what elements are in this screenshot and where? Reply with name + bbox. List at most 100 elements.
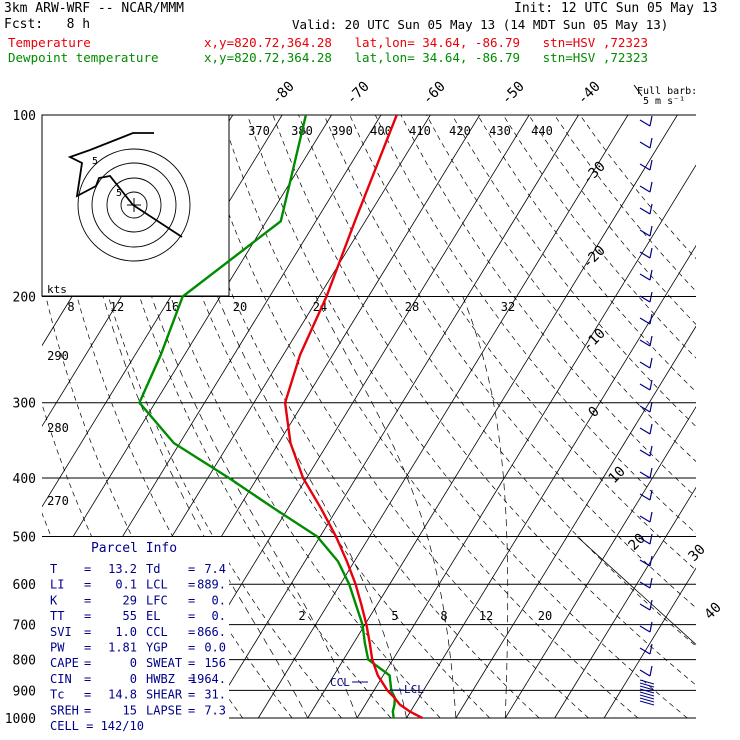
mixing-ratio-label: 5 bbox=[391, 609, 398, 623]
isotherm-line bbox=[307, 115, 678, 719]
mixing-ratio-label: 20 bbox=[538, 609, 552, 623]
isotherm-label: -30 bbox=[580, 159, 609, 188]
wind-barb bbox=[639, 203, 653, 215]
lcl-marker: LCL bbox=[404, 683, 424, 696]
isotherm-label: -40 bbox=[575, 79, 604, 108]
isotherm-line bbox=[257, 115, 629, 719]
parcel-value: 31. bbox=[204, 688, 226, 702]
isotherm-line bbox=[406, 244, 696, 719]
dry-adiabat bbox=[195, 115, 589, 719]
parcel-key: EL bbox=[146, 609, 160, 623]
parcel-key: SHEAR bbox=[146, 688, 183, 702]
wind-speed-axis-label: 32 bbox=[501, 300, 515, 314]
header: 3km ARW-WRF -- NCAR/MMM Init: 12 UTC Sun… bbox=[0, 0, 740, 70]
parcel-key: YGP bbox=[146, 641, 168, 655]
wind-barb bbox=[639, 115, 653, 127]
wind-barb bbox=[639, 137, 653, 149]
theta-label: 270 bbox=[47, 494, 69, 508]
parcel-key: CAPE bbox=[50, 656, 79, 670]
dry-adiabat bbox=[298, 115, 696, 647]
parcel-key: LCL bbox=[146, 578, 168, 592]
parcel-value: 866. bbox=[197, 625, 226, 639]
parcel-eq: = bbox=[84, 656, 91, 670]
parcel-eq: = bbox=[188, 625, 195, 639]
theta-e-label: 420 bbox=[449, 124, 471, 138]
dry-adiabat bbox=[374, 115, 696, 534]
pressure-tick-label: 600 bbox=[13, 578, 36, 593]
wind-barb bbox=[639, 691, 655, 697]
parcel-value: 889. bbox=[197, 578, 226, 592]
moist-adiabat bbox=[315, 296, 457, 719]
isotherm-label: 10 bbox=[606, 464, 629, 487]
mixing-ratio-label: 8 bbox=[440, 609, 447, 623]
wind-barb bbox=[639, 665, 653, 677]
parcel-info-title: Parcel Info bbox=[91, 541, 177, 556]
parcel-key: Td bbox=[146, 562, 160, 576]
sounding-profiles bbox=[137, 115, 423, 720]
barb-legend-text: Full barb: bbox=[637, 86, 697, 97]
parcel-key: LAPSE bbox=[146, 703, 182, 717]
parcel-eq: = bbox=[84, 593, 91, 607]
wind-barb bbox=[639, 643, 653, 655]
wind-barb bbox=[639, 511, 653, 523]
isotherm-label: 20 bbox=[626, 531, 649, 554]
isotherm-label: 40 bbox=[702, 600, 725, 623]
wind-barb bbox=[639, 225, 653, 237]
isotherm-label: -10 bbox=[580, 326, 609, 355]
parcel-value: 1.81 bbox=[108, 641, 137, 655]
parcel-key: SVI bbox=[50, 625, 72, 639]
init-time: Init: 12 UTC Sun 05 May 13 bbox=[514, 1, 718, 16]
hodograph-ring-label: 5 bbox=[92, 156, 98, 167]
pressure-tick-label: 300 bbox=[13, 397, 36, 412]
parcel-value: 0 bbox=[130, 672, 137, 686]
parcel-key: LI bbox=[50, 578, 64, 592]
hodograph-ring-label: 5 bbox=[116, 188, 122, 199]
wind-barb bbox=[639, 700, 655, 706]
hodograph-speed-label: kts bbox=[47, 283, 67, 296]
dry-adiabat bbox=[119, 115, 441, 719]
dry-adiabat bbox=[400, 115, 696, 498]
hodograph-trace bbox=[67, 132, 183, 238]
parcel-key: LFC bbox=[146, 593, 168, 607]
barb-legend: Full barb:5 m s⁻¹ bbox=[633, 84, 697, 107]
parcel-key: Tc bbox=[50, 688, 64, 702]
wind-barb bbox=[639, 682, 655, 688]
pressure-tick-label: 900 bbox=[13, 684, 36, 699]
parcel-value: 15 bbox=[123, 703, 137, 717]
wind-barb bbox=[639, 489, 653, 501]
parcel-key: K bbox=[50, 593, 58, 607]
theta-label: 280 bbox=[47, 421, 69, 435]
dry-adiabat bbox=[93, 115, 392, 719]
hodograph-ring bbox=[106, 177, 162, 233]
wind-barb bbox=[639, 181, 653, 193]
isotherm-line bbox=[208, 115, 579, 719]
parcel-value: 13.2 bbox=[108, 562, 137, 576]
parcel-eq: = bbox=[188, 562, 195, 576]
forecast-hour: Fcst: 8 h bbox=[4, 17, 91, 32]
wind-speed-axis-label: 20 bbox=[233, 300, 247, 314]
wind-barb bbox=[639, 697, 655, 703]
moist-adiabat bbox=[102, 296, 309, 719]
parcel-eq: = bbox=[84, 641, 91, 655]
wind-barb bbox=[639, 291, 653, 303]
dry-adiabat bbox=[554, 115, 696, 292]
parcel-value: 0. bbox=[212, 593, 226, 607]
pressure-tick-label: 500 bbox=[13, 530, 36, 545]
level-markers: CCL LCL bbox=[330, 676, 424, 696]
isotherm-line bbox=[504, 406, 696, 719]
parcel-key: PW bbox=[50, 641, 65, 655]
wind-barb bbox=[639, 401, 653, 413]
dry-adiabat bbox=[349, 115, 696, 571]
wind-barb bbox=[639, 445, 653, 457]
theta-e-label: 400 bbox=[370, 124, 392, 138]
wind-barb bbox=[639, 694, 655, 700]
wind-barb bbox=[639, 555, 653, 567]
parcel-value: 55 bbox=[123, 609, 137, 623]
theta-e-label: 390 bbox=[331, 124, 353, 138]
wind-barb bbox=[639, 357, 653, 369]
pressure-tick-label: 100 bbox=[13, 109, 36, 124]
temperature-legend-label: Temperature bbox=[8, 35, 91, 50]
